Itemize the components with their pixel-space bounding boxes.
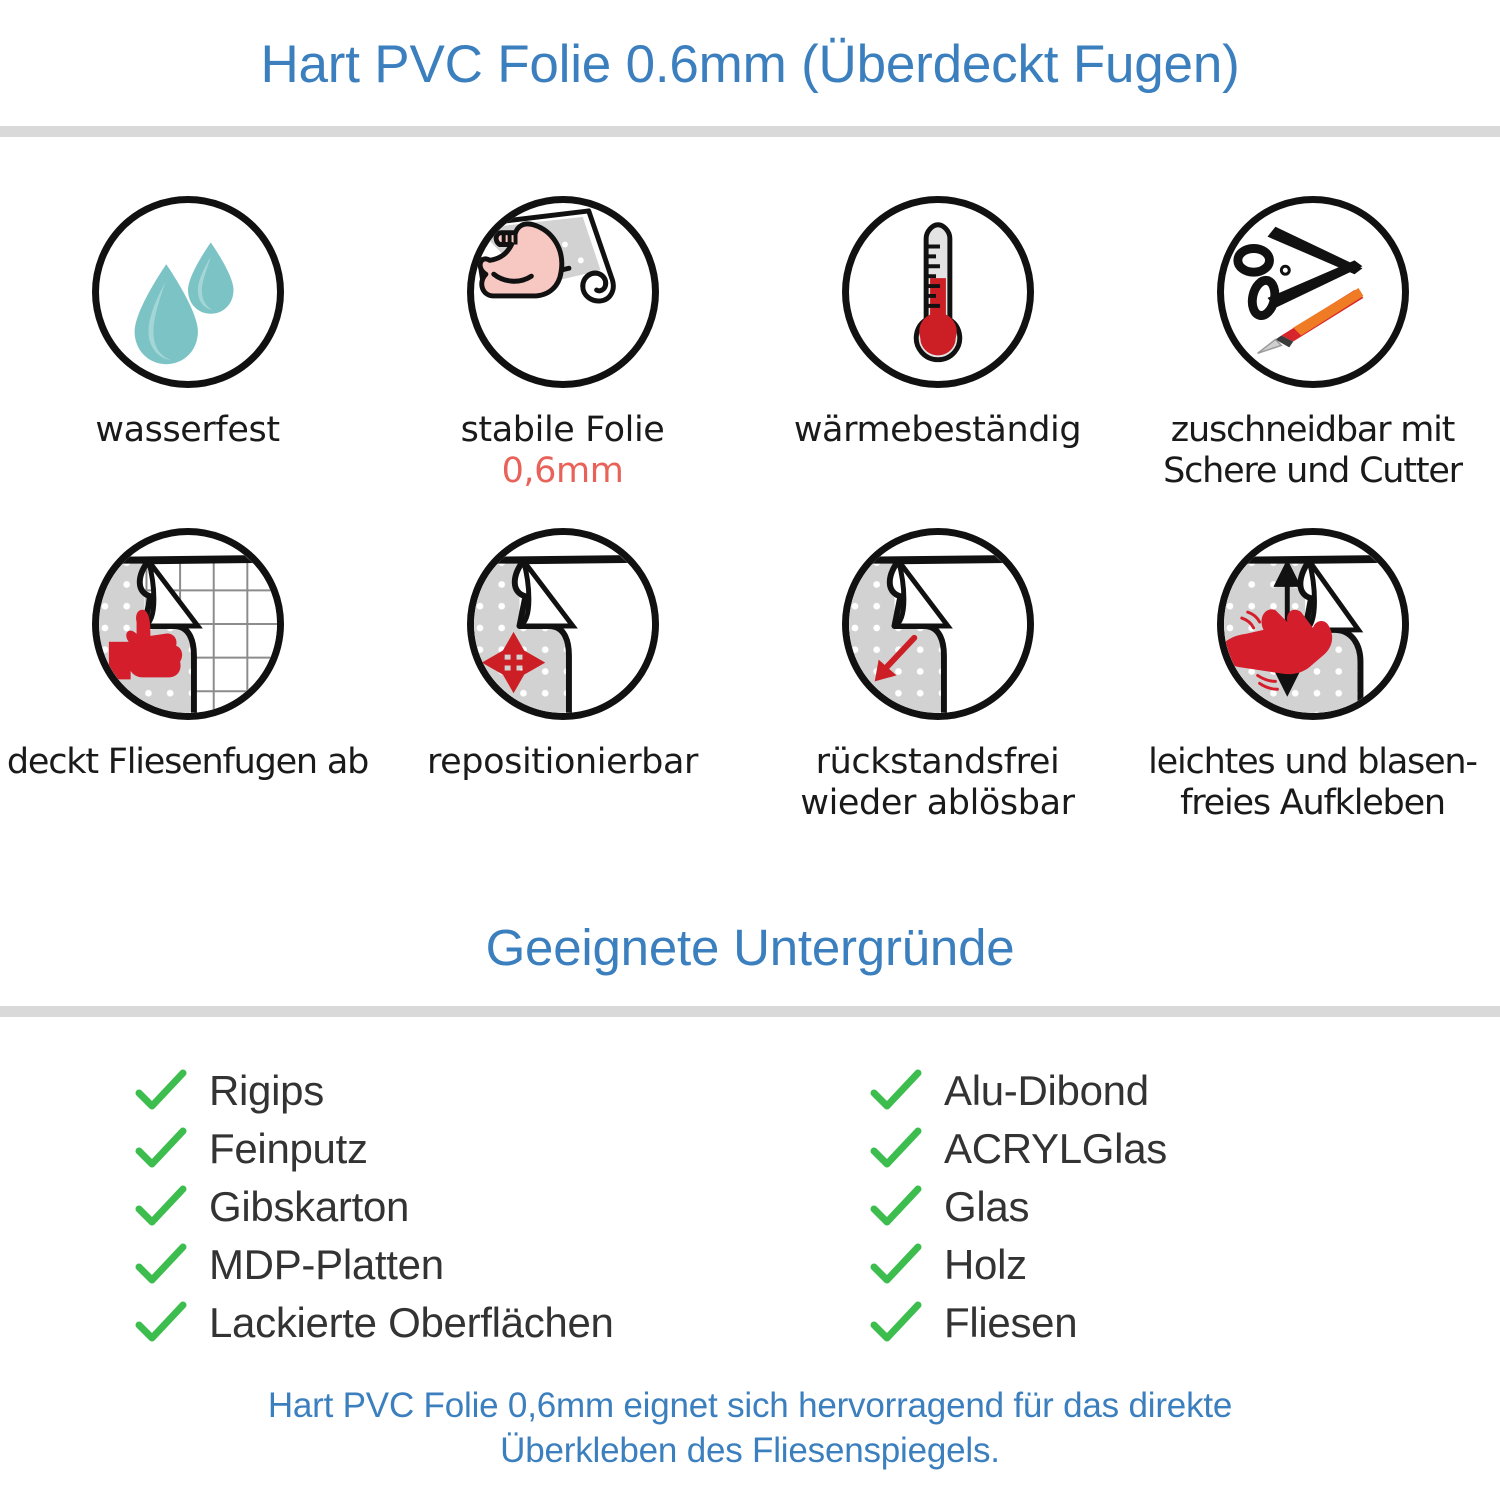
- page-title: Hart PVC Folie 0.6mm (Überdeckt Fugen): [260, 35, 1240, 94]
- divider-bottom: [0, 1006, 1500, 1017]
- check-icon: [870, 1301, 922, 1342]
- section-heading-untergruende: Geeignete Untergründe: [485, 919, 1015, 976]
- footer-line-1: Hart PVC Folie 0,6mm eignet sich hervorr…: [267, 1386, 1233, 1425]
- list-item-label: Alu-Dibond: [944, 1067, 1149, 1114]
- footer-line-2: Überkleben des Fliesenspiegels.: [500, 1430, 1000, 1470]
- checklist-column-left: Rigips Feinputz Gibskarton MDP-Platten L…: [0, 1062, 750, 1352]
- scissors-cutter-icon: [1216, 196, 1409, 388]
- list-item-label: Rigips: [209, 1067, 324, 1114]
- feature-caption: wärmebeständig: [793, 410, 1082, 451]
- check-icon: [135, 1069, 187, 1110]
- list-item: MDP-Platten: [135, 1236, 750, 1294]
- check-icon: [870, 1127, 922, 1168]
- list-item: ACRYLGlas: [870, 1120, 1500, 1178]
- list-item-label: MDP-Platten: [209, 1241, 444, 1288]
- list-item: Holz: [870, 1236, 1500, 1294]
- list-item: Feinputz: [135, 1120, 750, 1178]
- feature-zuschneidbar: zuschneidbar mit Schere und Cutter: [1125, 196, 1500, 492]
- feature-leichtes-aufkleben: leichtes und blasen- freies Aufkleben: [1125, 528, 1500, 824]
- feature-label: wärmebeständig: [793, 410, 1082, 450]
- feature-label: deckt Fliesenfugen ab: [6, 742, 369, 782]
- four-way-arrow-icon: [466, 528, 659, 720]
- feature-row-2: deckt Fliesenfugen ab: [0, 528, 1500, 824]
- feature-caption: zuschneidbar mit Schere und Cutter: [1128, 410, 1498, 492]
- list-item-label: Holz: [944, 1241, 1027, 1288]
- checklist-column-right: Alu-Dibond ACRYLGlas Glas Holz Fliesen: [750, 1062, 1500, 1352]
- list-item: Fliesen: [870, 1294, 1500, 1352]
- check-icon: [870, 1243, 922, 1284]
- feature-caption: leichtes und blasen- freies Aufkleben: [1128, 742, 1498, 824]
- list-item: Alu-Dibond: [870, 1062, 1500, 1120]
- feature-stabile-folie: stabile Folie 0,6mm: [375, 196, 750, 492]
- feature-label: zuschneidbar mit Schere und Cutter: [1163, 410, 1463, 491]
- water-drops-icon: [91, 196, 284, 388]
- divider-top: [0, 126, 1500, 137]
- list-item-label: Glas: [944, 1183, 1030, 1230]
- smoothing-hand-icon: [1216, 528, 1409, 720]
- muscle-arm-film-icon: [466, 196, 659, 388]
- feature-rueckstandsfrei: rückstandsfrei wieder ablösbar: [750, 528, 1125, 824]
- check-icon: [870, 1069, 922, 1110]
- check-icon: [135, 1185, 187, 1226]
- check-icon: [135, 1127, 187, 1168]
- list-item-label: Gibskarton: [209, 1183, 410, 1230]
- feature-row-1: wasserfest: [0, 196, 1500, 492]
- list-item: Rigips: [135, 1062, 750, 1120]
- feature-label: leichtes und blasen- freies Aufkleben: [1148, 742, 1478, 823]
- list-item-label: Lackierte Oberflächen: [209, 1299, 614, 1346]
- thermometer-icon: [841, 196, 1034, 388]
- feature-label: wasserfest: [95, 410, 280, 450]
- feature-label: stabile Folie: [460, 410, 665, 450]
- feature-caption: rückstandsfrei wieder ablösbar: [753, 742, 1123, 824]
- feature-caption: deckt Fliesenfugen ab: [6, 742, 369, 783]
- feature-label: rückstandsfrei wieder ablösbar: [800, 742, 1075, 823]
- list-item: Gibskarton: [135, 1178, 750, 1236]
- feature-repositionierbar: repositionierbar: [375, 528, 750, 824]
- list-item-label: Feinputz: [209, 1125, 368, 1172]
- thumbs-up-tile-grid-icon: [91, 528, 284, 720]
- feature-deckt-fliesenfugen: deckt Fliesenfugen ab: [0, 528, 375, 824]
- list-item: Glas: [870, 1178, 1500, 1236]
- list-item-label: ACRYLGlas: [944, 1125, 1167, 1172]
- check-icon: [870, 1185, 922, 1226]
- feature-caption: repositionierbar: [427, 742, 698, 783]
- feature-waermebestaendig: wärmebeständig: [750, 196, 1125, 492]
- footer-note: Hart PVC Folie 0,6mm eignet sich hervorr…: [0, 1384, 1500, 1474]
- check-icon: [135, 1243, 187, 1284]
- feature-wasserfest: wasserfest: [0, 196, 375, 492]
- feature-sublabel: 0,6mm: [501, 450, 624, 491]
- check-icon: [135, 1301, 187, 1342]
- feature-label: repositionierbar: [426, 742, 699, 782]
- feature-caption: wasserfest: [95, 410, 280, 451]
- suitable-surfaces-list: Rigips Feinputz Gibskarton MDP-Platten L…: [0, 1062, 1500, 1352]
- feature-caption: stabile Folie 0,6mm: [461, 410, 665, 492]
- list-item: Lackierte Oberflächen: [135, 1294, 750, 1352]
- peel-arrow-icon: [841, 528, 1034, 720]
- list-item-label: Fliesen: [944, 1299, 1078, 1346]
